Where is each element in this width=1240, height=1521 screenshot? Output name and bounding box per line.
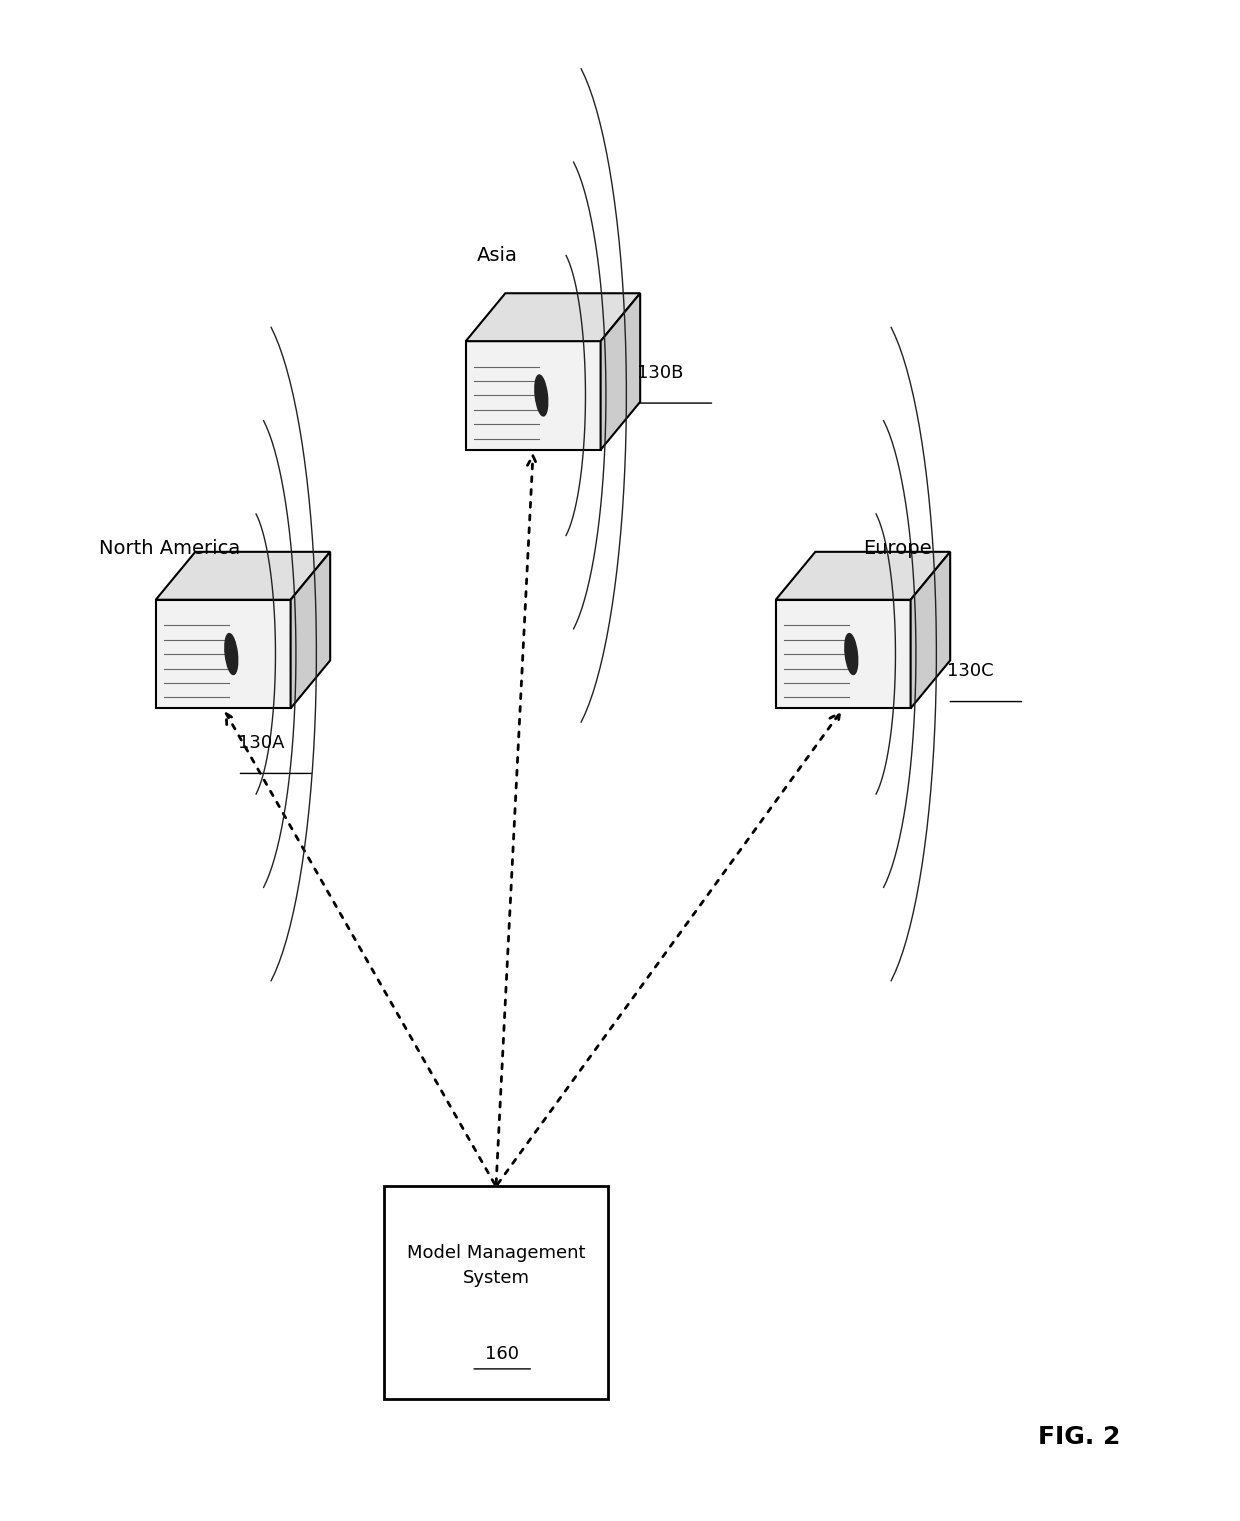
Ellipse shape [224,634,238,674]
Ellipse shape [844,634,858,674]
Polygon shape [910,552,950,709]
Text: 130B: 130B [637,364,683,382]
Polygon shape [290,552,330,709]
Polygon shape [600,294,640,450]
FancyBboxPatch shape [384,1186,608,1399]
FancyArrowPatch shape [496,456,537,1183]
Polygon shape [466,341,600,450]
Text: Asia: Asia [477,245,517,265]
Ellipse shape [534,376,548,415]
FancyArrowPatch shape [226,713,495,1183]
Text: Model Management
System: Model Management System [407,1244,585,1287]
Text: North America: North America [99,540,239,558]
Polygon shape [156,599,290,709]
Text: Europe: Europe [863,540,931,558]
Polygon shape [776,599,910,709]
Text: 130A: 130A [238,735,284,751]
Text: FIG. 2: FIG. 2 [1038,1425,1120,1450]
Polygon shape [776,552,950,599]
Polygon shape [466,294,640,341]
Polygon shape [156,552,330,599]
Text: 130C: 130C [947,662,994,680]
FancyArrowPatch shape [497,713,839,1185]
Text: 160: 160 [485,1345,520,1363]
